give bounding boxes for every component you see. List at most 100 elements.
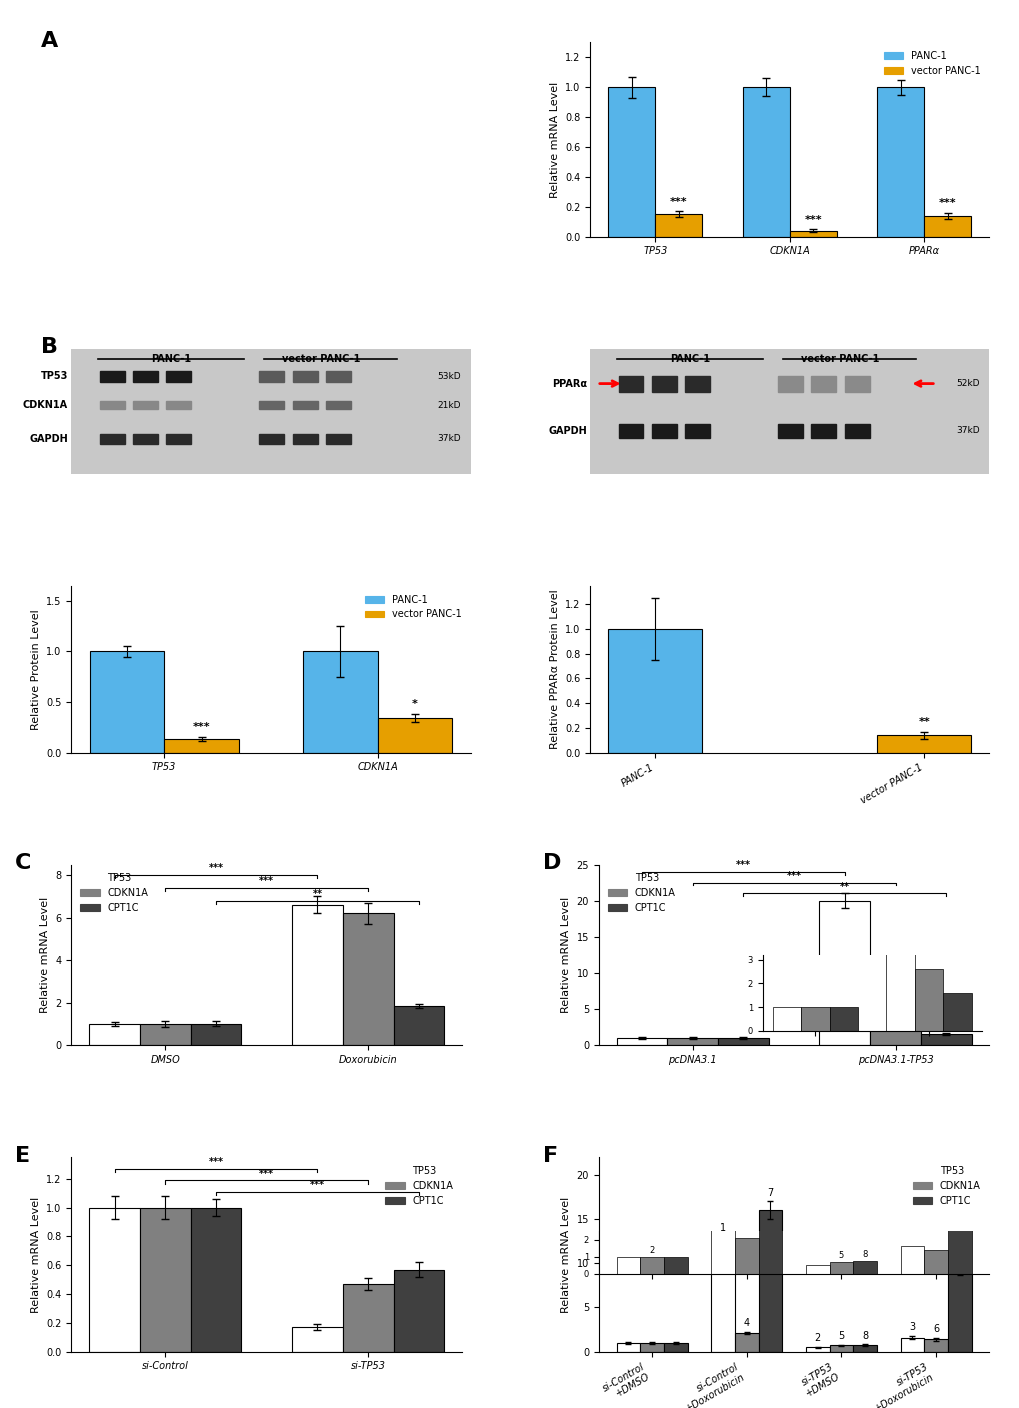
Bar bbox=[100, 370, 124, 382]
Bar bbox=[259, 434, 284, 444]
Text: B: B bbox=[41, 338, 58, 358]
Text: 6: 6 bbox=[932, 1325, 938, 1335]
Bar bbox=[618, 424, 643, 438]
Text: 5: 5 bbox=[838, 1331, 844, 1342]
Bar bbox=[869, 1026, 920, 1045]
Bar bbox=[663, 1343, 687, 1352]
Bar bbox=[923, 215, 970, 237]
Bar bbox=[876, 87, 923, 237]
Text: ***: *** bbox=[669, 197, 687, 207]
Y-axis label: Relative PPARα Protein Level: Relative PPARα Protein Level bbox=[549, 590, 559, 749]
Bar bbox=[292, 401, 317, 410]
Text: F: F bbox=[542, 1146, 557, 1166]
Text: GAPDH: GAPDH bbox=[547, 427, 586, 436]
Bar bbox=[291, 1328, 342, 1352]
Bar bbox=[393, 1005, 444, 1045]
Bar bbox=[325, 401, 351, 410]
Text: 37kD: 37kD bbox=[955, 427, 979, 435]
Bar bbox=[777, 376, 802, 391]
Bar bbox=[325, 370, 351, 382]
Text: 53kD: 53kD bbox=[437, 372, 461, 380]
Text: **: ** bbox=[917, 717, 929, 727]
Bar bbox=[811, 424, 836, 438]
Bar bbox=[758, 1211, 782, 1352]
Legend: TP53, CDKN1A, CPT1C: TP53, CDKN1A, CPT1C bbox=[381, 1162, 457, 1209]
Bar bbox=[777, 424, 802, 438]
Bar bbox=[100, 434, 124, 444]
Bar bbox=[618, 376, 643, 391]
Bar bbox=[734, 1333, 758, 1352]
Text: ***: *** bbox=[259, 1169, 274, 1178]
Text: *: * bbox=[412, 700, 418, 710]
Bar bbox=[640, 1343, 663, 1352]
Text: 9: 9 bbox=[956, 1247, 962, 1257]
Y-axis label: Relative mRNA Level: Relative mRNA Level bbox=[560, 897, 571, 1012]
Text: ***: *** bbox=[208, 1157, 223, 1167]
Text: ***: *** bbox=[193, 722, 210, 732]
Bar bbox=[947, 1267, 971, 1352]
Bar bbox=[651, 376, 676, 391]
Bar bbox=[876, 735, 970, 752]
Bar bbox=[685, 424, 709, 438]
Text: GAPDH: GAPDH bbox=[30, 434, 68, 444]
Bar bbox=[191, 1024, 242, 1045]
Text: CDKN1A: CDKN1A bbox=[22, 400, 68, 410]
Bar bbox=[164, 739, 238, 752]
Bar bbox=[132, 370, 158, 382]
Bar bbox=[259, 401, 284, 410]
Bar bbox=[607, 87, 655, 237]
Bar bbox=[100, 401, 124, 410]
Y-axis label: Relative mRNA Level: Relative mRNA Level bbox=[549, 82, 559, 197]
Text: 2: 2 bbox=[814, 1333, 820, 1343]
Bar bbox=[393, 1270, 444, 1352]
Bar bbox=[89, 1024, 140, 1045]
Bar bbox=[844, 424, 869, 438]
Text: PPARα: PPARα bbox=[551, 379, 586, 389]
Text: vector PANC-1: vector PANC-1 bbox=[281, 353, 360, 363]
Text: **: ** bbox=[839, 881, 849, 893]
Y-axis label: Relative Protein Level: Relative Protein Level bbox=[31, 608, 41, 729]
Bar bbox=[377, 718, 452, 752]
Bar bbox=[191, 1208, 242, 1352]
Text: 37kD: 37kD bbox=[437, 434, 461, 444]
Bar bbox=[655, 214, 702, 237]
Bar bbox=[132, 434, 158, 444]
Bar bbox=[818, 901, 869, 1045]
Legend: TP53, CDKN1A, CPT1C: TP53, CDKN1A, CPT1C bbox=[603, 869, 679, 917]
Legend: TP53, CDKN1A, CPT1C: TP53, CDKN1A, CPT1C bbox=[76, 869, 152, 917]
Text: 52kD: 52kD bbox=[955, 379, 978, 389]
Bar bbox=[853, 1345, 876, 1352]
Bar bbox=[900, 1338, 923, 1352]
Bar bbox=[685, 376, 709, 391]
Bar bbox=[132, 401, 158, 410]
Text: vector PANC-1: vector PANC-1 bbox=[800, 355, 878, 365]
Text: 4: 4 bbox=[743, 1318, 749, 1328]
Y-axis label: Relative mRNA Level: Relative mRNA Level bbox=[560, 1197, 571, 1312]
Bar bbox=[90, 652, 164, 752]
Bar bbox=[789, 231, 836, 237]
Bar bbox=[710, 1250, 734, 1352]
Bar bbox=[811, 376, 836, 391]
Bar bbox=[828, 1346, 853, 1352]
Text: ***: *** bbox=[735, 860, 750, 870]
Text: TP53: TP53 bbox=[41, 372, 68, 382]
Text: ***: *** bbox=[804, 215, 821, 225]
Text: PANC-1: PANC-1 bbox=[669, 355, 709, 365]
Text: **: ** bbox=[312, 888, 322, 898]
Bar bbox=[325, 434, 351, 444]
Text: 21kD: 21kD bbox=[437, 400, 461, 410]
Bar bbox=[166, 401, 191, 410]
Text: 3: 3 bbox=[909, 1322, 915, 1332]
Bar bbox=[615, 1038, 666, 1045]
Bar bbox=[89, 1208, 140, 1352]
Bar bbox=[342, 1284, 393, 1352]
Text: ***: *** bbox=[310, 1180, 325, 1190]
Text: ***: *** bbox=[208, 863, 223, 873]
Bar bbox=[923, 1339, 947, 1352]
Y-axis label: Relative mRNA Level: Relative mRNA Level bbox=[31, 1197, 41, 1312]
Text: D: D bbox=[542, 853, 560, 873]
Bar bbox=[742, 87, 789, 237]
Text: ***: *** bbox=[786, 872, 801, 881]
Bar bbox=[920, 1033, 971, 1045]
Bar bbox=[615, 1343, 640, 1352]
